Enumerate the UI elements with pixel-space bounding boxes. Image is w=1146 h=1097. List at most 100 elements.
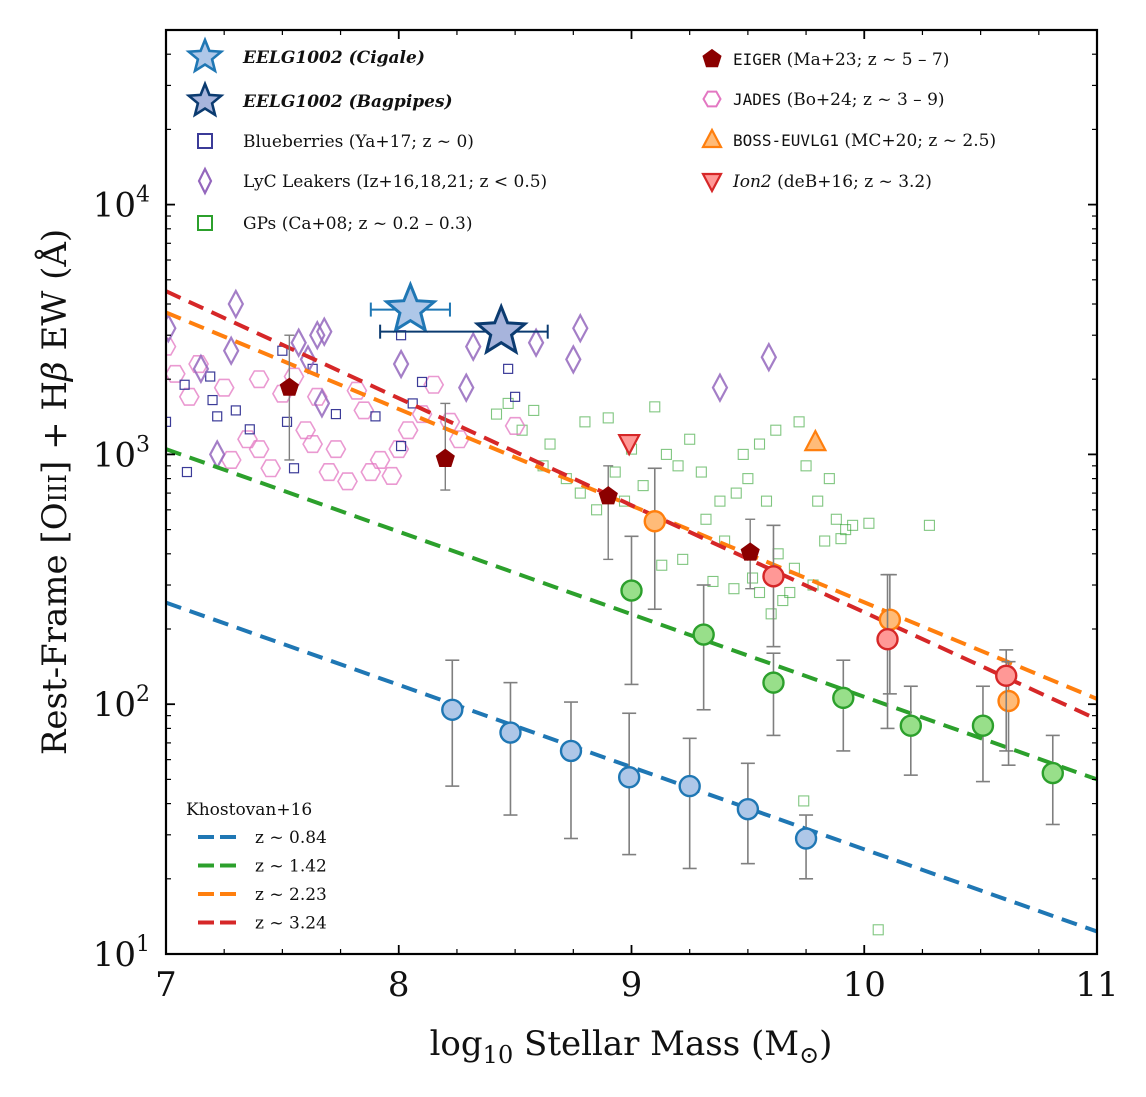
lyc-leaker-point — [290, 327, 307, 359]
legend-bottom-title: Khostovan+16 — [186, 800, 312, 820]
lyc-leaker-point — [166, 312, 177, 344]
gp-point — [798, 795, 810, 807]
gp-point — [753, 586, 766, 599]
ion2-point — [617, 433, 641, 457]
lyc-leaker-point — [222, 335, 240, 367]
binned-point-green — [832, 686, 855, 710]
gp-point — [742, 473, 754, 485]
lyc-leaker-point — [392, 348, 410, 380]
lyc-leaker-point — [192, 353, 210, 385]
trend-line-green — [166, 447, 1097, 782]
legend-label: GPs (Ca+08; z ~ 0.2 – 0.3) — [243, 214, 473, 234]
y-tick-label: 102 — [93, 682, 150, 725]
binned-point-red — [876, 628, 899, 651]
blueberry-point — [207, 394, 218, 406]
jades-point — [504, 416, 526, 436]
y-tick-label: 104 — [93, 183, 150, 226]
x-axis-close: ) — [819, 1024, 832, 1064]
lyc-leaker-point — [227, 288, 245, 320]
gp-point — [700, 513, 712, 525]
jades-point — [439, 412, 461, 431]
legend-marker-triangle-down — [701, 172, 723, 194]
jades-point — [388, 440, 410, 459]
legend-label-text: (Bo+24; z ~ 3 – 9) — [781, 90, 944, 110]
jades-point — [260, 459, 282, 478]
gp-point — [737, 448, 749, 460]
jades-point — [295, 421, 317, 440]
lyc-leaker-point — [313, 388, 331, 419]
lyc-leaker-point — [316, 316, 333, 347]
binned-point-blue — [794, 827, 818, 850]
gp-point — [490, 408, 503, 420]
gp-point — [618, 495, 631, 507]
gp-point — [765, 608, 777, 620]
gp-point — [770, 424, 782, 436]
y-tick-base: 10 — [93, 435, 136, 475]
legend-label: LyC Leakers (Iz+16,18,21; z < 0.5) — [243, 172, 547, 192]
blueberry-point — [370, 411, 381, 422]
gp-point — [835, 533, 847, 545]
blueberry-point — [212, 411, 223, 422]
x-tick-label: 7 — [155, 965, 177, 1005]
lyc-leaker-point — [572, 312, 589, 344]
y-axis-beta: β — [35, 361, 75, 383]
gp-point — [863, 517, 875, 529]
gp-point — [544, 438, 556, 450]
jades-point — [397, 421, 419, 440]
jades-point — [213, 378, 235, 397]
legend-label-text: (Ma+23; z ~ 5 – 7) — [781, 50, 949, 70]
legend-label: EIGER (Ma+23; z ~ 5 – 7) — [733, 50, 949, 70]
lyc-leaker-point — [527, 327, 545, 359]
gp-point — [656, 559, 668, 571]
jades-point — [325, 440, 347, 459]
binned-point-red — [995, 664, 1018, 687]
binned-point-green — [692, 623, 715, 646]
legend-marker-diamond — [197, 166, 213, 196]
legend-marker-triangle-up — [701, 127, 723, 149]
binned-point-green — [1041, 761, 1064, 785]
eiger-point — [279, 377, 299, 396]
lyc-leaker-point — [565, 344, 582, 375]
jades-point — [353, 401, 375, 420]
gp-point — [847, 519, 859, 531]
legend-marker-square-green — [197, 215, 213, 231]
legend-label-text: (deB+16; z ~ 3.2) — [772, 172, 932, 192]
trend-line-red — [166, 289, 1097, 722]
jades-point — [369, 450, 391, 470]
gp-point — [784, 586, 796, 599]
gp-point — [793, 416, 805, 428]
binned-point-blue — [736, 797, 760, 821]
jades-point — [318, 462, 340, 482]
binned-point-red — [762, 565, 785, 588]
binned-point-green — [762, 671, 785, 694]
jades-point — [360, 462, 382, 482]
eiger-point — [598, 486, 618, 505]
legend-marker-hexagon — [702, 90, 722, 108]
gp-point — [714, 495, 726, 507]
blueberry-point — [288, 463, 300, 474]
eelg1002-star-1 — [473, 302, 529, 356]
gp-point — [777, 594, 789, 607]
legend-marker-square — [197, 133, 213, 149]
legend-label: JADES (Bo+24; z ~ 3 – 9) — [733, 90, 945, 110]
eelg1002-star-0 — [382, 280, 439, 334]
blueberry-point — [416, 376, 428, 388]
y-tick-exp: 4 — [136, 183, 150, 208]
gp-point — [707, 575, 719, 588]
x-tick-label: 8 — [388, 965, 410, 1005]
lyc-leaker-point — [464, 331, 482, 362]
legend-bottom-label: z ~ 3.24 — [255, 914, 327, 934]
jades-point — [448, 430, 470, 449]
gp-point — [528, 404, 540, 416]
y-tick-exp: 2 — [136, 682, 150, 707]
blueberry-point — [330, 408, 342, 420]
binned-point-orange — [643, 510, 666, 533]
y-tick-exp: 3 — [136, 432, 150, 457]
lyc-leaker-point — [760, 341, 778, 373]
legend-bottom: Khostovan+16 z ~ 0.84 z ~ 1.42 z ~ 2.23 z ~ … — [186, 800, 327, 934]
x-axis-sub: 10 — [483, 1041, 514, 1069]
gp-point — [823, 473, 835, 485]
blueberry-point — [395, 440, 407, 452]
legend-bottom-label: z ~ 1.42 — [255, 857, 327, 877]
